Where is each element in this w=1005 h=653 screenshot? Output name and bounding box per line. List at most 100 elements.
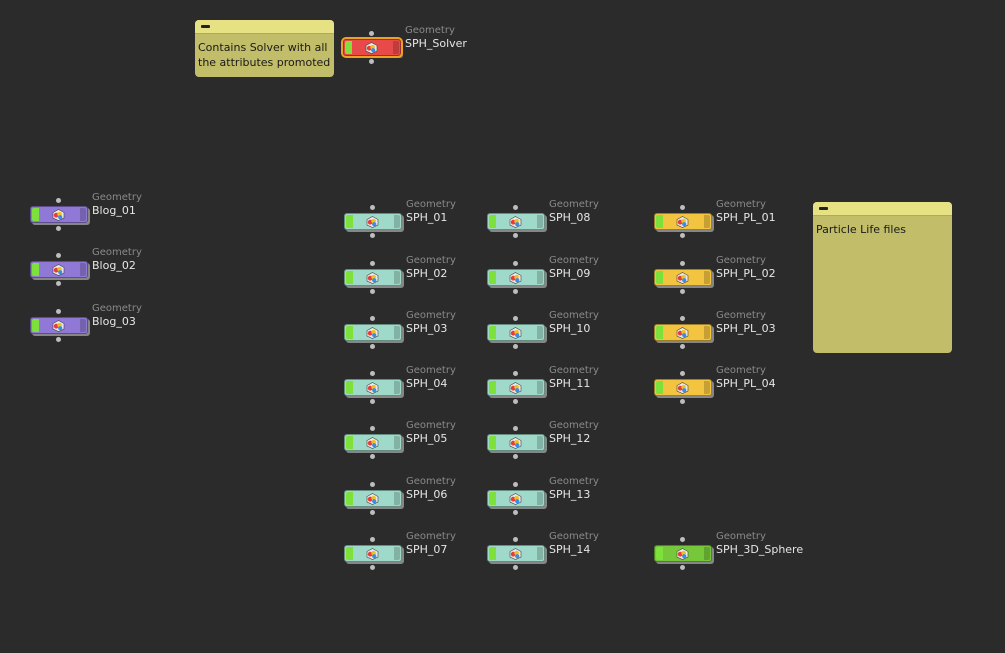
node-tile[interactable] (344, 269, 402, 286)
display-flag[interactable] (656, 381, 663, 394)
input-connector[interactable] (370, 316, 375, 321)
bypass-flag[interactable] (704, 215, 710, 228)
bypass-flag[interactable] (704, 547, 710, 560)
bypass-flag[interactable] (394, 271, 400, 284)
node-name-label[interactable]: SPH_PL_03 (716, 322, 776, 335)
bypass-flag[interactable] (537, 381, 543, 394)
node-name-label[interactable]: SPH_PL_01 (716, 211, 776, 224)
node-tile[interactable] (344, 324, 402, 341)
node-name-label[interactable]: Blog_01 (92, 204, 136, 217)
display-flag[interactable] (346, 381, 353, 394)
node-sph-08[interactable]: Geometry SPH_08 (487, 199, 599, 238)
node-name-label[interactable]: SPH_PL_04 (716, 377, 776, 390)
node-tile[interactable] (487, 379, 545, 396)
display-flag[interactable] (489, 215, 496, 228)
display-flag[interactable] (489, 326, 496, 339)
node-sph-09[interactable]: Geometry SPH_09 (487, 255, 599, 294)
node-tile[interactable] (30, 206, 88, 223)
display-flag[interactable] (656, 271, 663, 284)
display-flag[interactable] (346, 326, 353, 339)
input-connector[interactable] (369, 31, 374, 36)
node-sph-solver[interactable]: Geometry SPH_Solver (341, 25, 467, 64)
display-flag[interactable] (489, 547, 496, 560)
node-tile[interactable] (654, 379, 712, 396)
node-tile[interactable] (344, 490, 402, 507)
bypass-flag[interactable] (704, 326, 710, 339)
node-name-label[interactable]: SPH_07 (406, 543, 448, 556)
output-connector[interactable] (370, 233, 375, 238)
output-connector[interactable] (56, 226, 61, 231)
input-connector[interactable] (680, 261, 685, 266)
input-connector[interactable] (513, 316, 518, 321)
node-sph-pl-03[interactable]: Geometry SPH_PL_03 (654, 310, 776, 349)
input-connector[interactable] (370, 537, 375, 542)
node-sph-14[interactable]: Geometry SPH_14 (487, 531, 599, 570)
input-connector[interactable] (370, 426, 375, 431)
display-flag[interactable] (32, 208, 39, 221)
node-tile[interactable] (654, 545, 712, 562)
output-connector[interactable] (680, 344, 685, 349)
node-name-label[interactable]: Blog_03 (92, 315, 136, 328)
output-connector[interactable] (513, 565, 518, 570)
output-connector[interactable] (370, 289, 375, 294)
node-blog-03[interactable]: Geometry Blog_03 (30, 303, 142, 342)
node-sph-3d-sphere[interactable]: Geometry SPH_3D_Sphere (654, 531, 803, 570)
bypass-flag[interactable] (537, 271, 543, 284)
input-connector[interactable] (56, 253, 61, 258)
input-connector[interactable] (56, 198, 61, 203)
input-connector[interactable] (56, 309, 61, 314)
bypass-flag[interactable] (394, 215, 400, 228)
node-tile[interactable] (30, 317, 88, 334)
output-connector[interactable] (370, 565, 375, 570)
node-sph-05[interactable]: Geometry SPH_05 (344, 420, 456, 459)
output-connector[interactable] (513, 233, 518, 238)
display-flag[interactable] (489, 492, 496, 505)
bypass-flag[interactable] (704, 271, 710, 284)
sticky-note-titlebar[interactable] (813, 202, 952, 216)
sticky-note-particle-life[interactable]: Particle Life files (813, 202, 952, 353)
node-sph-pl-01[interactable]: Geometry SPH_PL_01 (654, 199, 776, 238)
node-name-label[interactable]: SPH_Solver (405, 37, 467, 50)
bypass-flag[interactable] (80, 208, 86, 221)
output-connector[interactable] (513, 344, 518, 349)
output-connector[interactable] (370, 399, 375, 404)
node-sph-pl-04[interactable]: Geometry SPH_PL_04 (654, 365, 776, 404)
node-tile[interactable] (654, 324, 712, 341)
display-flag[interactable] (489, 381, 496, 394)
node-sph-12[interactable]: Geometry SPH_12 (487, 420, 599, 459)
display-flag[interactable] (656, 326, 663, 339)
output-connector[interactable] (513, 289, 518, 294)
node-name-label[interactable]: SPH_09 (549, 267, 591, 280)
sticky-note-text[interactable]: Particle Life files (813, 216, 952, 237)
collapse-icon[interactable] (201, 25, 210, 28)
node-sph-03[interactable]: Geometry SPH_03 (344, 310, 456, 349)
output-connector[interactable] (680, 399, 685, 404)
output-connector[interactable] (513, 454, 518, 459)
node-tile[interactable] (487, 490, 545, 507)
node-name-label[interactable]: SPH_06 (406, 488, 448, 501)
display-flag[interactable] (346, 547, 353, 560)
input-connector[interactable] (370, 371, 375, 376)
node-tile[interactable] (344, 545, 402, 562)
node-tile[interactable] (487, 545, 545, 562)
output-connector[interactable] (680, 289, 685, 294)
display-flag[interactable] (346, 436, 353, 449)
sticky-note-text[interactable]: Contains Solver with all the attributes … (195, 34, 334, 70)
sticky-note-titlebar[interactable] (195, 20, 334, 34)
display-flag[interactable] (346, 271, 353, 284)
output-connector[interactable] (370, 510, 375, 515)
node-name-label[interactable]: Blog_02 (92, 259, 136, 272)
bypass-flag[interactable] (537, 436, 543, 449)
input-connector[interactable] (370, 482, 375, 487)
node-tile[interactable] (30, 261, 88, 278)
node-tile[interactable] (341, 37, 403, 58)
node-sph-02[interactable]: Geometry SPH_02 (344, 255, 456, 294)
node-blog-01[interactable]: Geometry Blog_01 (30, 192, 142, 231)
collapse-icon[interactable] (819, 207, 828, 210)
node-name-label[interactable]: SPH_13 (549, 488, 591, 501)
node-name-label[interactable]: SPH_05 (406, 432, 448, 445)
bypass-flag[interactable] (537, 492, 543, 505)
display-flag[interactable] (489, 271, 496, 284)
node-sph-10[interactable]: Geometry SPH_10 (487, 310, 599, 349)
node-tile[interactable] (487, 434, 545, 451)
